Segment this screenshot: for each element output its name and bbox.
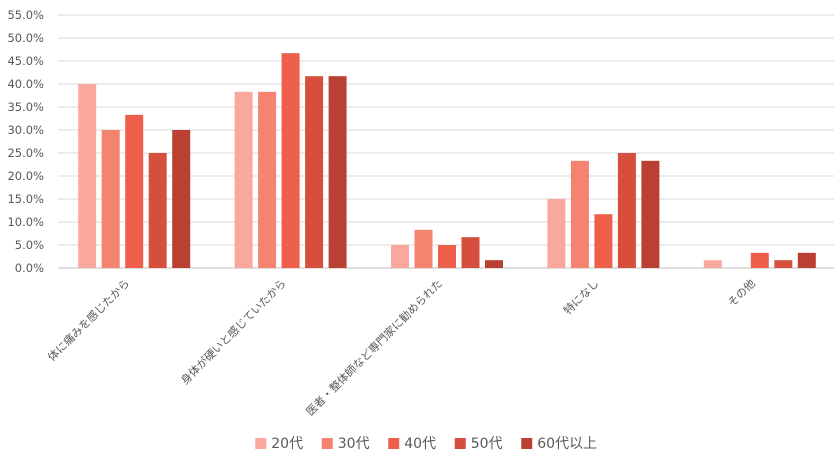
bar: [414, 229, 433, 268]
bar: [617, 153, 636, 268]
bar: [234, 91, 253, 268]
y-tick-label: 50.0%: [7, 31, 44, 45]
legend-swatch: [521, 438, 533, 449]
y-tick-label: 15.0%: [7, 192, 44, 206]
y-tick-label: 45.0%: [7, 54, 44, 68]
legend-label: 40代: [404, 436, 436, 452]
y-tick-label: 35.0%: [7, 100, 44, 114]
bar: [750, 252, 769, 268]
y-tick-label: 5.0%: [15, 238, 44, 252]
bar: [148, 153, 167, 268]
legend-label: 30代: [338, 436, 370, 452]
legend-label: 20代: [271, 436, 303, 452]
x-axis-category-labels: 体に痛みを感じたから 身体が硬いと感じていたから 医者・整体師など専門家に勧められた…: [45, 276, 758, 418]
bar: [391, 245, 409, 268]
x-category-label: 特になし: [561, 276, 602, 317]
bar: [281, 53, 300, 269]
y-tick-label: 40.0%: [7, 77, 44, 91]
legend-swatch: [255, 438, 267, 449]
legend-swatch: [454, 438, 466, 449]
bar: [438, 245, 456, 268]
legend-swatch: [388, 438, 400, 449]
y-tick-label: 10.0%: [7, 215, 44, 229]
bar: [461, 237, 480, 268]
y-tick-label: 25.0%: [7, 146, 44, 160]
legend-label: 50代: [471, 436, 503, 452]
bar: [547, 199, 566, 268]
bar: [570, 160, 589, 268]
bars: [78, 53, 816, 269]
y-tick-label: 55.0%: [7, 8, 44, 22]
legend-swatch: [321, 438, 333, 449]
bar: [328, 76, 347, 269]
y-tick-label: 20.0%: [7, 169, 44, 183]
bar: [485, 260, 503, 268]
x-category-label: 体に痛みを感じたから: [45, 276, 133, 364]
bar: [172, 130, 191, 268]
bar: [797, 252, 816, 268]
bar: [78, 84, 97, 268]
legend: 20代 30代 40代 50代 60代以上: [255, 436, 597, 452]
x-category-label: 身体が硬いと感じていたから: [178, 276, 289, 387]
bar: [125, 114, 144, 268]
x-category-label: その他: [725, 277, 758, 310]
y-tick-label: 30.0%: [7, 123, 44, 137]
y-tick-label: 0.0%: [15, 261, 44, 275]
bar: [641, 160, 660, 268]
bar: [774, 260, 793, 268]
y-axis-ticks: 0.0% 5.0% 10.0% 15.0% 20.0% 25.0% 30.0% 35.0% 40…: [7, 8, 44, 275]
legend-label: 60代以上: [537, 436, 597, 452]
bar: [258, 91, 277, 268]
bar: [703, 260, 722, 268]
x-category-label: 医者・整体師など専門家に勧められた: [303, 276, 445, 418]
bar: [305, 76, 324, 269]
bar: [101, 130, 120, 268]
bar: [594, 214, 613, 268]
